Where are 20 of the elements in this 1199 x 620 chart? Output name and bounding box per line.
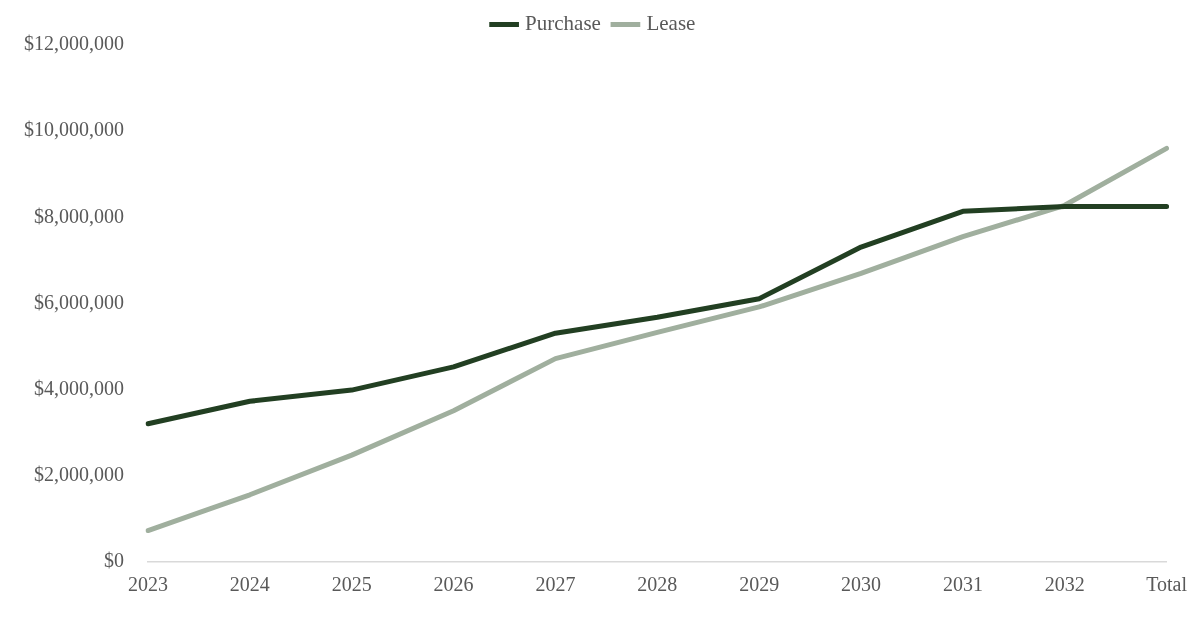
x-tick-label: 2026	[433, 573, 474, 596]
y-tick-label: $8,000,000	[34, 204, 124, 227]
x-tick-label: Total	[1146, 573, 1188, 596]
x-tick-label: 2023	[128, 573, 168, 596]
y-tick-label: $4,000,000	[34, 376, 124, 399]
x-tick-label: 2024	[229, 573, 270, 596]
x-tick-label: 2027	[535, 573, 576, 596]
y-tick-label: $10,000,000	[24, 118, 124, 141]
legend-label: Purchase	[525, 11, 601, 36]
y-tick-label: $6,000,000	[34, 290, 124, 313]
legend-label: Lease	[646, 11, 696, 36]
x-tick-label: 2032	[1044, 573, 1085, 596]
x-tick-label: 2029	[739, 573, 780, 596]
y-tick-label: $0	[104, 549, 124, 572]
x-tick-label: 2031	[942, 573, 983, 596]
x-tick-label: 2028	[637, 573, 678, 596]
x-tick-label: 2030	[841, 573, 882, 596]
x-tick-label: 2025	[331, 573, 372, 596]
y-tick-label: $2,000,000	[34, 463, 124, 486]
y-tick-label: $12,000,000	[24, 32, 124, 55]
